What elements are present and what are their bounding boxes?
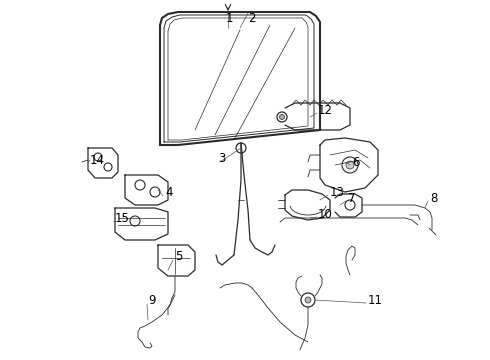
- Text: 10: 10: [318, 207, 333, 220]
- Text: 14: 14: [90, 153, 105, 166]
- Text: 12: 12: [318, 104, 333, 117]
- Text: 8: 8: [430, 192, 438, 204]
- Text: 5: 5: [175, 249, 182, 262]
- Circle shape: [305, 297, 311, 303]
- Circle shape: [346, 161, 354, 169]
- Text: 9: 9: [148, 293, 155, 306]
- Text: 2: 2: [248, 12, 255, 24]
- Text: 6: 6: [352, 156, 360, 168]
- Text: 11: 11: [368, 293, 383, 306]
- Text: 13: 13: [330, 185, 345, 198]
- Text: 4: 4: [165, 185, 172, 198]
- Circle shape: [279, 114, 285, 120]
- Text: 7: 7: [348, 192, 356, 204]
- Text: 1: 1: [226, 12, 234, 24]
- Text: 3: 3: [218, 152, 225, 165]
- Text: 15: 15: [115, 212, 130, 225]
